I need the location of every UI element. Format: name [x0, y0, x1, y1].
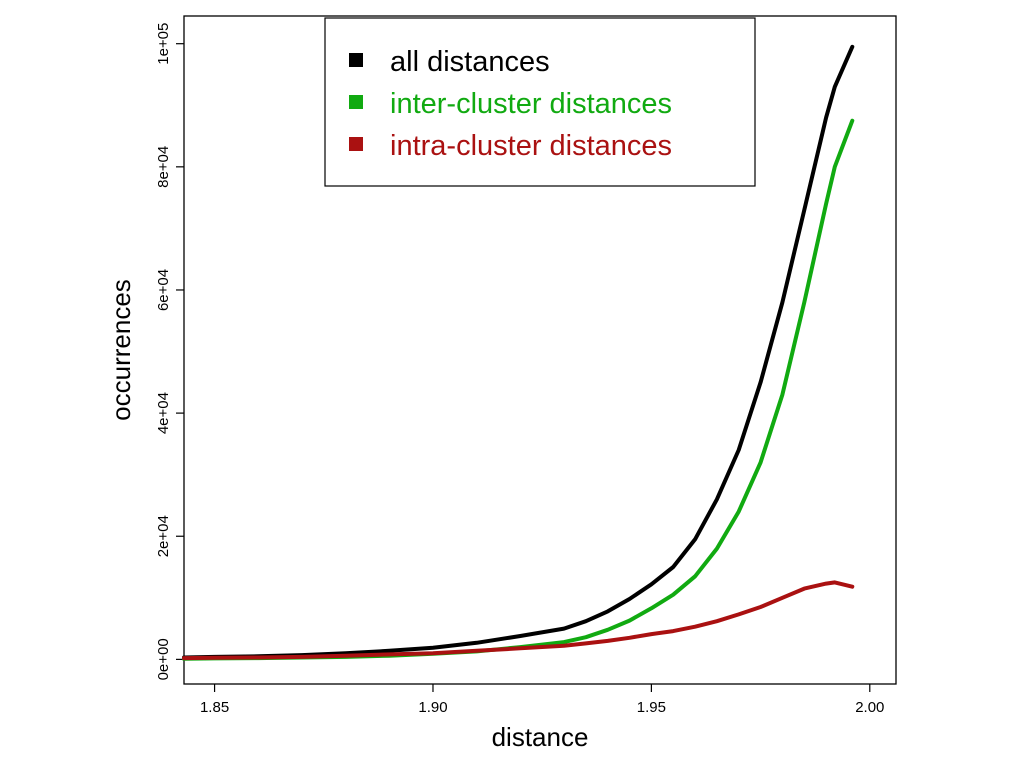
y-axis-title: occurrences: [106, 279, 136, 421]
legend-swatch-all: [349, 53, 363, 67]
series-line-3: [182, 580, 855, 661]
x-tick-label: 1.90: [418, 699, 447, 716]
y-tick-label: 8e+04: [155, 146, 172, 188]
y-tick-label: 6e+04: [155, 269, 172, 311]
y-tick-label: 4e+04: [155, 392, 172, 434]
y-axis: 0e+00 2e+04 4e+04 6e+04 8e+04 1e+05: [155, 23, 184, 680]
legend-label-intra: intra-cluster distances: [390, 130, 672, 162]
y-tick-label: 0e+00: [155, 638, 172, 680]
x-tick-label: 1.95: [637, 699, 666, 716]
plot-frame: [183, 15, 897, 685]
x-axis-title: distance: [492, 722, 589, 752]
series-line-1: [182, 44, 855, 660]
x-axis: 1.85 1.90 1.95 2.00: [200, 684, 884, 716]
legend-swatch-intra: [349, 137, 363, 151]
legend-box: [324, 17, 756, 187]
legend-label-inter: inter-cluster distances: [390, 88, 672, 120]
y-tick-label: 2e+04: [155, 515, 172, 557]
legend-swatch-inter: [349, 95, 363, 109]
series-line-2: [182, 118, 855, 661]
x-tick-label: 2.00: [855, 699, 884, 716]
legend-label-all: all distances: [390, 46, 550, 78]
plot-area: [183, 15, 897, 685]
legend: all distances inter-cluster distances in…: [324, 17, 756, 187]
series-lines: [182, 44, 855, 661]
y-tick-label: 1e+05: [155, 23, 172, 65]
x-tick-label: 1.85: [200, 699, 229, 716]
